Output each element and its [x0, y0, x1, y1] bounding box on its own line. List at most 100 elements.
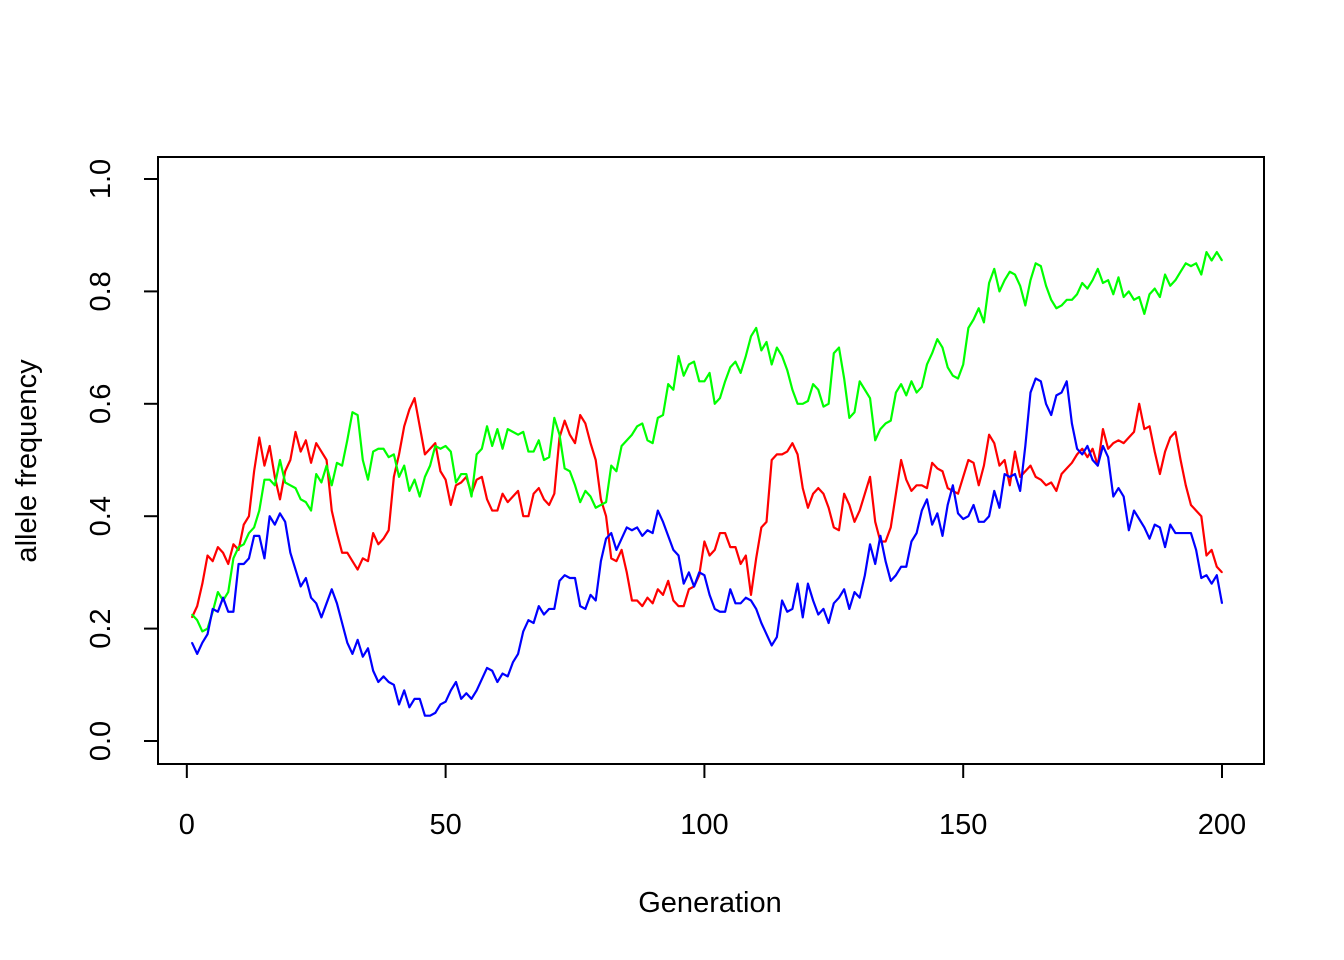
data-point [724, 380, 726, 383]
data-point [1071, 299, 1073, 301]
data-point [191, 641, 193, 644]
data-point [646, 439, 649, 442]
data-point [848, 417, 851, 419]
data-point [708, 594, 711, 596]
data-point [993, 442, 996, 444]
data-point [481, 476, 483, 478]
data-point [475, 478, 478, 481]
data-point [579, 605, 581, 607]
data-point [1174, 532, 1177, 534]
data-point [362, 459, 364, 461]
data-point [1091, 459, 1094, 461]
data-point [1184, 262, 1187, 265]
data-point [729, 588, 732, 591]
data-point [465, 473, 468, 475]
x-tick-label: 0 [179, 809, 195, 841]
data-point [657, 417, 659, 419]
data-point [237, 563, 240, 565]
data-point [713, 608, 716, 610]
data-point [760, 622, 763, 624]
data-point [594, 459, 597, 461]
data-point [636, 425, 638, 428]
data-point [1081, 453, 1084, 456]
data-point [993, 490, 996, 492]
data-point [1102, 445, 1104, 447]
data-point [1024, 304, 1027, 307]
data-point [532, 450, 535, 453]
data-point [962, 363, 965, 366]
data-point [310, 596, 312, 599]
data-point [217, 546, 219, 548]
data-point [915, 484, 918, 487]
data-point [972, 504, 975, 506]
data-point [263, 557, 266, 560]
data-point [677, 355, 680, 357]
series-1 [191, 250, 1223, 633]
data-point [1076, 447, 1078, 450]
data-point [941, 346, 944, 349]
data-point [377, 681, 380, 683]
data-point [1076, 293, 1078, 296]
data-point [558, 433, 561, 436]
data-point [393, 684, 395, 686]
y-axis-title: allele frequency [11, 359, 43, 563]
data-point [253, 526, 255, 529]
data-point [1112, 293, 1115, 296]
data-point [1102, 428, 1104, 430]
data-point [905, 565, 908, 568]
data-point [439, 447, 442, 450]
data-point [341, 464, 343, 467]
data-point [305, 439, 307, 442]
data-point [491, 669, 494, 672]
data-point [1221, 259, 1223, 262]
data-point [548, 608, 550, 610]
data-point [817, 487, 820, 489]
data-point [610, 557, 613, 560]
data-point [734, 360, 737, 363]
data-point [517, 653, 519, 655]
data-point [765, 521, 768, 523]
data-point [1050, 414, 1052, 416]
data-point [341, 622, 343, 624]
data-point [1024, 445, 1027, 447]
data-point [455, 484, 457, 487]
data-point [1117, 439, 1120, 442]
data-point [377, 447, 380, 450]
data-point [413, 397, 416, 399]
data-point [734, 546, 737, 548]
data-point [330, 588, 333, 591]
data-point [967, 459, 970, 461]
data-point [1195, 509, 1197, 512]
data-point [237, 546, 240, 548]
data-point [393, 476, 395, 478]
x-tick-label: 50 [429, 809, 461, 841]
data-point [827, 622, 830, 624]
data-point [1096, 464, 1099, 467]
data-point [693, 585, 695, 588]
data-point [641, 535, 644, 537]
data-point [1055, 394, 1058, 397]
data-point [1133, 509, 1135, 512]
data-point [936, 338, 939, 340]
data-point [1122, 495, 1125, 498]
data-point [1210, 259, 1213, 262]
data-point [879, 535, 882, 537]
data-point [1019, 476, 1021, 478]
data-point [387, 681, 390, 683]
data-point [662, 414, 664, 416]
data-point [439, 470, 442, 473]
data-point [662, 521, 664, 523]
data-point [682, 605, 685, 607]
data-point [1045, 403, 1047, 405]
data-point [765, 341, 768, 343]
data-point [957, 377, 959, 380]
data-point [967, 515, 970, 517]
data-point [781, 355, 783, 357]
data-point [449, 450, 452, 453]
data-point [967, 327, 970, 329]
data-point [496, 509, 499, 512]
data-point [1034, 377, 1037, 380]
data-point [853, 411, 856, 414]
data-point [1184, 484, 1187, 487]
data-point [594, 506, 597, 509]
